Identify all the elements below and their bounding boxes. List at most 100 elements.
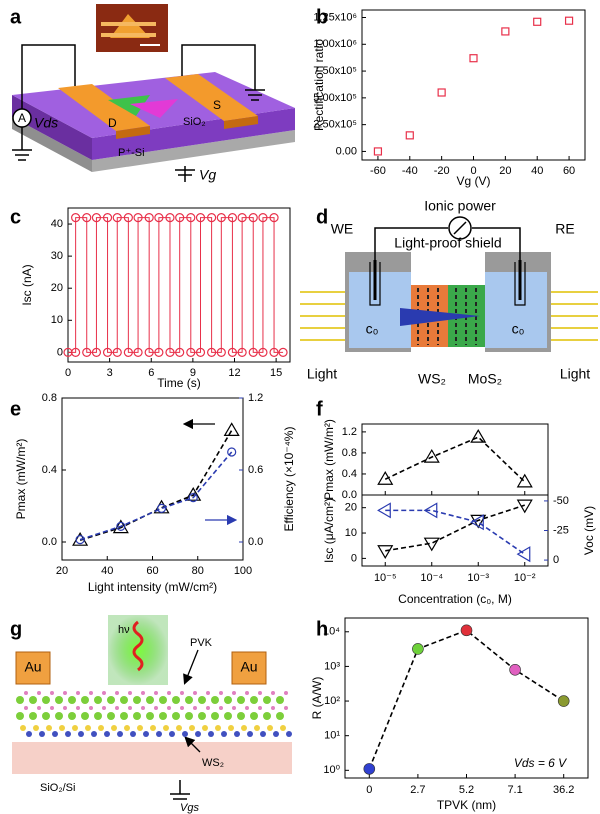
wire xyxy=(21,44,76,109)
au-contact xyxy=(15,651,51,685)
device-schematic: A Vds D S SiO₂ P⁺-Si Vg xyxy=(12,4,295,183)
lattice-atom xyxy=(24,706,28,710)
data-marker xyxy=(423,502,438,519)
data-marker xyxy=(516,473,533,488)
y-tick-label: 7.50x10⁵ xyxy=(313,65,357,77)
y-tick-label: 0.0 xyxy=(342,489,357,501)
y-axis-title: R (A/W) xyxy=(310,677,324,720)
data-marker xyxy=(501,27,510,36)
wire xyxy=(181,44,256,90)
y-tick-label: 0.8 xyxy=(342,447,357,459)
wire xyxy=(472,227,521,260)
meter-needle xyxy=(453,221,467,235)
y-tick-label: 0.0 xyxy=(42,536,57,548)
data-marker xyxy=(116,521,126,532)
lattice-atom xyxy=(107,712,115,720)
lattice-atom xyxy=(16,696,24,704)
data-marker xyxy=(237,347,247,357)
series-line xyxy=(79,451,233,541)
data-marker xyxy=(91,213,102,223)
lattice-atom xyxy=(208,731,214,737)
y-tick-label: 0.4 xyxy=(42,464,57,476)
data-marker xyxy=(175,347,185,357)
photon-label: hν xyxy=(118,624,130,636)
mos2-flake xyxy=(130,99,178,118)
y-tick-label: 40 xyxy=(51,218,63,230)
data-marker xyxy=(363,763,376,775)
lattice-atom xyxy=(221,731,227,737)
panel-label: e xyxy=(10,398,21,420)
panel-label: g xyxy=(10,618,22,640)
x-tick-label: 20 xyxy=(499,165,511,177)
lattice-atom xyxy=(273,731,279,737)
lattice-atom xyxy=(260,731,266,737)
data-marker xyxy=(423,448,440,463)
data-marker xyxy=(412,643,424,655)
si-side xyxy=(12,117,92,172)
lattice-atom xyxy=(117,731,123,737)
panel-label: f xyxy=(316,398,323,420)
lattice-atom xyxy=(68,696,76,704)
lattice-atom xyxy=(141,691,145,695)
ground xyxy=(12,149,32,161)
lattice-atom xyxy=(146,696,154,704)
lattice-atom xyxy=(141,706,145,710)
data-marker xyxy=(437,88,446,97)
data-marker xyxy=(71,213,81,223)
x-tick-label: 40 xyxy=(531,165,543,177)
x-tick-label: 7.1 xyxy=(507,784,522,796)
x-tick-label: 2.7 xyxy=(410,784,425,796)
data-marker xyxy=(227,213,238,223)
panel-label: c xyxy=(10,206,21,228)
lattice-atom xyxy=(258,706,262,710)
data-marker xyxy=(133,213,143,223)
lattice-atom xyxy=(284,691,288,695)
data-marker xyxy=(207,347,217,357)
lattice-atom xyxy=(180,691,184,695)
concentration-label: c₀ xyxy=(366,321,379,337)
lattice-atom xyxy=(185,696,193,704)
lattice-atom xyxy=(193,706,197,710)
data-marker xyxy=(188,493,198,503)
material-label: WS₂ xyxy=(418,371,446,387)
data-marker xyxy=(112,213,122,223)
lattice-atom xyxy=(26,731,32,737)
ground xyxy=(245,89,265,101)
data-marker xyxy=(377,502,391,519)
light-label: Light xyxy=(560,366,590,382)
lattice-atom xyxy=(224,696,232,704)
lattice-atom xyxy=(211,712,219,720)
lattice-atom xyxy=(102,706,106,710)
x-axis-title: Vg (V) xyxy=(456,174,490,188)
x-tick-label: 10⁻² xyxy=(514,572,536,584)
plot-frame xyxy=(67,207,291,363)
data-marker xyxy=(185,487,202,501)
scale-bar xyxy=(140,44,160,46)
data-marker xyxy=(248,347,258,357)
y-tick-label: 10⁰ xyxy=(323,764,340,776)
y-tick-label: 30 xyxy=(51,250,63,262)
lattice-atom xyxy=(215,725,221,731)
series-line xyxy=(384,436,526,483)
data-marker xyxy=(470,514,484,531)
data-marker xyxy=(258,213,268,223)
inset-electrode xyxy=(101,22,156,26)
lattice-atom xyxy=(202,725,208,731)
lattice-atom xyxy=(237,696,245,704)
lattice-atom xyxy=(219,706,223,710)
lattice-atom xyxy=(146,712,154,720)
gate-ground xyxy=(175,166,195,182)
lattice-atom xyxy=(52,731,58,737)
lattice-atom xyxy=(89,691,93,695)
lattice-atom xyxy=(89,706,93,710)
data-marker xyxy=(269,213,279,223)
electrode-label: RE xyxy=(555,221,574,237)
ion-flow xyxy=(400,308,480,326)
series-line xyxy=(368,629,565,770)
lattice-atom xyxy=(159,712,167,720)
lattice-atom xyxy=(271,691,275,695)
substrate xyxy=(12,742,292,774)
data-marker xyxy=(165,347,175,357)
y2-axis-title: Efficiency (×10⁻⁴%) xyxy=(282,427,296,532)
lattice-atom xyxy=(167,706,171,710)
